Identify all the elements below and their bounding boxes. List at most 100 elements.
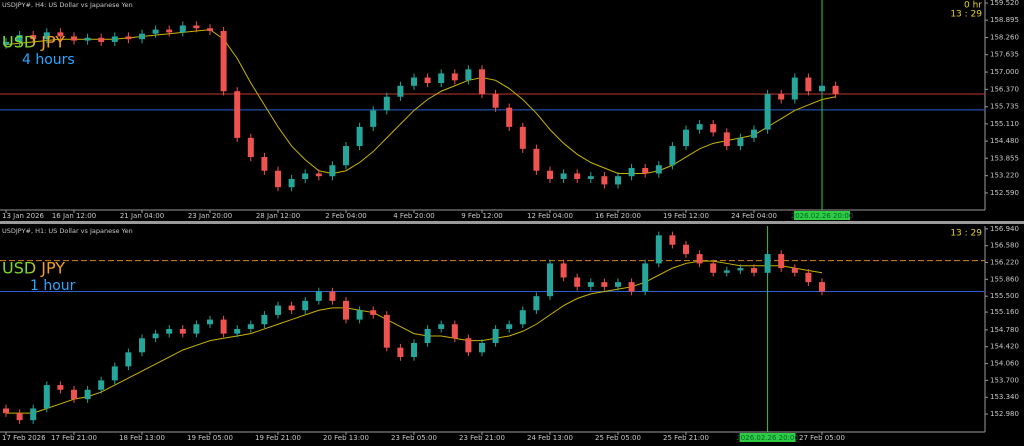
- candle-body: [465, 338, 472, 353]
- cursor-label-bg: [794, 211, 850, 220]
- candle-body: [370, 310, 377, 315]
- y-tick-label: 156.370: [990, 85, 1019, 93]
- y-tick-label: 154.060: [990, 360, 1019, 368]
- candle-body: [98, 37, 105, 42]
- y-tick-label: 152.590: [990, 189, 1019, 197]
- y-tick-label: 157.000: [990, 68, 1019, 76]
- candle-body: [506, 324, 513, 329]
- candle-body: [3, 408, 9, 414]
- candle-body: [669, 235, 676, 245]
- candle-body: [30, 408, 37, 421]
- candle-body: [751, 268, 757, 273]
- candle-body: [533, 296, 540, 311]
- y-tick-label: 154.780: [990, 326, 1019, 334]
- candle-body: [411, 77, 417, 86]
- candle-body: [397, 347, 404, 358]
- candle-body: [819, 282, 825, 292]
- y-tick-label: 154.480: [990, 137, 1019, 145]
- candle-body: [832, 85, 839, 94]
- candle-body: [152, 333, 159, 339]
- candle-body: [261, 157, 268, 171]
- candle-body: [560, 263, 567, 278]
- candle-body: [587, 176, 594, 179]
- candle-body: [519, 126, 526, 149]
- x-tick-label: 18 Feb 13:00: [119, 434, 165, 442]
- candle-body: [560, 173, 567, 179]
- candle-body: [16, 413, 23, 421]
- candle-body: [207, 319, 213, 325]
- candle-body: [43, 32, 50, 40]
- candle-body: [329, 165, 336, 177]
- candle-body: [234, 91, 241, 138]
- candle-body: [492, 328, 499, 343]
- candle-body: [57, 32, 64, 37]
- candle-body: [737, 268, 744, 271]
- symbol: USD JPY: [2, 259, 65, 278]
- candle-body: [125, 36, 132, 40]
- y-tick-label: 153.855: [990, 154, 1019, 162]
- candle-body: [451, 324, 458, 339]
- y-tick-label: 156.580: [990, 242, 1019, 250]
- candle-body: [57, 385, 64, 390]
- candle-body: [628, 167, 635, 177]
- x-tick-label: 17 Feb 21:00: [51, 434, 97, 442]
- candle-body: [152, 29, 159, 34]
- candle-body: [261, 314, 268, 325]
- candle-body: [587, 282, 594, 287]
- candle-body: [506, 107, 513, 127]
- x-tick-label: 16 Jan 12:00: [52, 212, 96, 220]
- candle-body: [479, 69, 485, 94]
- x-tick-label: 9 Feb 12:00: [461, 212, 502, 220]
- candle-body: [533, 148, 540, 171]
- candle-body: [139, 33, 145, 40]
- x-tick-label: 16 Feb 20:00: [595, 212, 641, 220]
- candle-body: [397, 85, 404, 97]
- candle-body: [791, 268, 798, 273]
- candle-body: [778, 93, 785, 100]
- candle-body: [655, 235, 662, 264]
- y-tick-label: 158.260: [990, 34, 1019, 42]
- timer-label: 13 : 29: [950, 229, 982, 239]
- candle-body: [84, 37, 91, 41]
- candle-body: [805, 77, 812, 92]
- candle-body: [628, 282, 635, 292]
- y-tick-label: 154.420: [990, 343, 1019, 351]
- candle-body: [207, 28, 213, 31]
- candle-body: [220, 319, 227, 334]
- x-tick-label: 25 Feb 05:00: [595, 434, 641, 442]
- symbol: USD JPY: [2, 33, 65, 52]
- y-tick-label: 156.940: [990, 225, 1019, 233]
- candle-body: [764, 93, 771, 130]
- timer-label: 0 hr: [964, 1, 982, 11]
- candle-body: [683, 244, 689, 255]
- candle-body: [383, 314, 390, 348]
- candle-body: [302, 300, 309, 311]
- x-tick-label: 21 Jan 04:00: [120, 212, 164, 220]
- candle-body: [329, 291, 336, 301]
- candle-body: [71, 389, 77, 400]
- candle-body: [302, 173, 309, 179]
- candle-body: [193, 324, 200, 334]
- candle-body: [791, 77, 798, 100]
- y-tick-label: 155.110: [990, 120, 1019, 128]
- timeframe: 4 hours: [22, 52, 75, 68]
- y-tick-label: 158.895: [990, 16, 1019, 24]
- y-tick-label: 155.500: [990, 292, 1019, 300]
- candle-body: [764, 254, 771, 273]
- candle-body: [288, 305, 295, 311]
- candle-body: [98, 380, 105, 390]
- candle-body: [356, 310, 363, 320]
- candle-body: [370, 110, 377, 127]
- candle-body: [547, 170, 553, 179]
- x-tick-label: 12 Feb 04:00: [527, 212, 573, 220]
- candle-body: [615, 282, 621, 287]
- candle-body: [683, 129, 689, 147]
- panel-separator: [0, 221, 1024, 224]
- candle-body: [696, 124, 703, 130]
- y-tick-label: 155.160: [990, 308, 1019, 316]
- candle-body: [574, 277, 581, 287]
- candle-body: [424, 77, 431, 84]
- x-tick-label: 24 Feb 13:00: [527, 434, 573, 442]
- candle-body: [343, 300, 349, 320]
